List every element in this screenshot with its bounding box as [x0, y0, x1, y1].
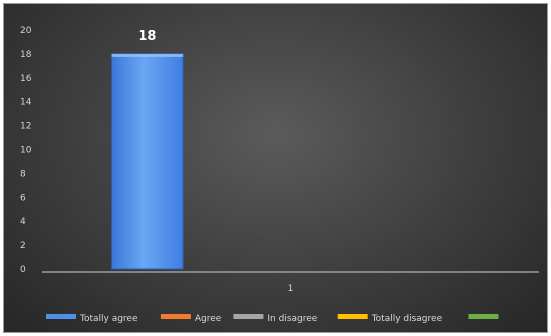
- legend-label: Totally agree: [79, 314, 138, 324]
- y-tick-label: 12: [20, 122, 31, 132]
- y-tick-label: 4: [20, 217, 26, 227]
- y-tick-label: 8: [20, 169, 26, 179]
- legend-swatch: [160, 314, 191, 319]
- legend-label: In disagree: [267, 314, 317, 324]
- y-tick-label: 2: [20, 241, 26, 251]
- y-tick-label: 16: [20, 74, 32, 84]
- y-tick-label: 18: [20, 50, 32, 60]
- x-tick-label: 1: [288, 284, 294, 294]
- bar-chart: 0 2 4 6 8 10 12 14 16 18 20 1 18 Totally agree Agree In…: [20, 26, 539, 324]
- legend-swatch: [46, 314, 76, 319]
- legend-swatch: [468, 314, 499, 319]
- y-tick-label: 0: [20, 265, 26, 275]
- data-label: 18: [138, 29, 156, 44]
- legend-label: Agree: [195, 314, 222, 324]
- legend-label: Totally disagree: [371, 314, 443, 324]
- bar: [111, 53, 184, 270]
- y-tick-label: 14: [20, 98, 32, 108]
- y-tick-label: 6: [20, 193, 26, 203]
- chart-frame: 0 2 4 6 8 10 12 14 16 18 20 1 18 Totally agree Agree In…: [3, 3, 548, 333]
- legend-swatch: [233, 314, 264, 319]
- y-tick-label: 10: [20, 146, 32, 156]
- y-tick-label: 20: [20, 26, 32, 36]
- legend-swatch: [337, 314, 368, 319]
- bar-top-highlight: [111, 53, 184, 57]
